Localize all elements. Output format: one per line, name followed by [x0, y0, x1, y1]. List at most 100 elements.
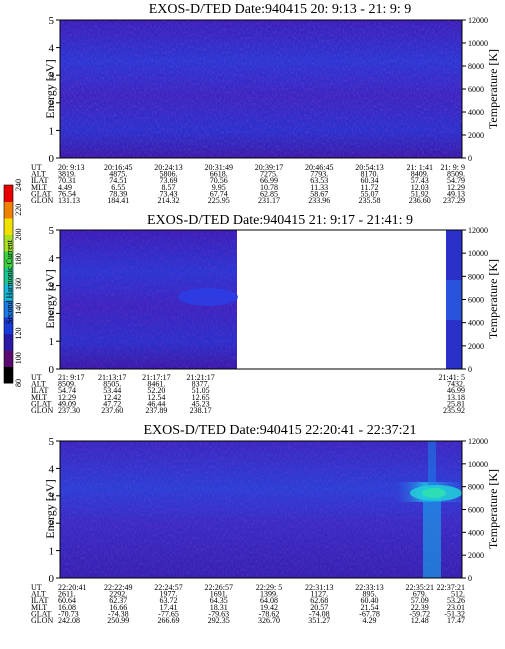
orbit-table-cell: 21:41: 5	[439, 373, 465, 382]
y2-tick-label: 2000	[468, 131, 484, 140]
orbit-row-label: UT	[31, 583, 42, 592]
colorbar-segment	[4, 234, 13, 252]
orbit-table-cell: 49.09	[58, 399, 76, 408]
colorbar-segment	[4, 201, 13, 219]
orbit-table-cell: 23.01	[447, 603, 465, 612]
orbit-table-cell: 225.95	[208, 196, 230, 205]
orbit-table-cell: 70.31	[58, 176, 76, 185]
colorbar: 80 100 120 140 160 180 200 220 240 Second Harmon…	[3, 179, 23, 387]
y-tick-label: 2	[49, 518, 55, 530]
orbit-row-label: ILAT	[31, 176, 48, 185]
colorbar-segment	[4, 366, 13, 384]
orbit-table-cell: 20:54:13	[355, 163, 383, 172]
orbit-table-cell: -78.62	[259, 609, 280, 618]
y-tick-label: 3	[49, 70, 55, 82]
y2-tick-label: 10000	[468, 249, 488, 258]
orbit-table: UTALTILATMLTGLATGLON22:20:412611.60.6416…	[31, 583, 465, 625]
orbit-row-label: MLT	[31, 393, 47, 402]
orbit-table-cell: 60.40	[361, 596, 379, 605]
y2-axis-label: Temperature [K]	[486, 469, 500, 549]
y2-tick-label: 12000	[468, 437, 488, 446]
orbit-table-cell: 53.44	[103, 386, 121, 395]
orbit-table-cell: 8170.	[361, 170, 379, 179]
colorbar-segment	[4, 333, 13, 351]
orbit-table-cell: 53.26	[447, 596, 465, 605]
y-tick-label: 1	[49, 546, 55, 558]
orbit-table-cell: 237.89	[145, 406, 167, 415]
orbit-table-cell: 1691.	[210, 590, 228, 599]
orbit-table-cell: 76.54	[58, 189, 76, 198]
orbit-table-cell: 13.18	[447, 393, 465, 402]
orbit-table-cell: 25.81	[447, 399, 465, 408]
orbit-table-cell: 51.92	[411, 189, 429, 198]
y2-tick-label: 6000	[468, 296, 484, 305]
orbit-table-cell: -70.73	[58, 609, 79, 618]
orbit-table-cell: -74.38	[108, 609, 129, 618]
panel-title: EXOS-D/TED Date:940415 22:20:41 - 22:37:…	[144, 423, 417, 438]
orbit-table-cell: 11.33	[310, 183, 328, 192]
y2-tick-label: 2000	[468, 342, 484, 351]
orbit-table-cell: -77.65	[158, 609, 179, 618]
orbit-table-cell: 62.85	[260, 189, 278, 198]
colorbar-segment	[4, 251, 13, 268]
orbit-table-cell: 22:20:41	[58, 583, 86, 592]
orbit-table-cell: -79.63	[208, 609, 229, 618]
orbit-table-cell: 57.43	[411, 176, 429, 185]
orbit-table-cell: 238.17	[190, 406, 212, 415]
orbit-table-cell: 12.65	[192, 393, 210, 402]
y2-tick-label: 4000	[468, 528, 484, 537]
orbit-table-cell: 54.74	[58, 386, 76, 395]
orbit-table-cell: 17.47	[447, 616, 465, 625]
temperature-axis: 0 2000 4000 6000 8000 10000 12000	[462, 226, 488, 374]
panel-3: EXOS-D/TED Date:940415 22:20:41 - 22:37:…	[31, 423, 500, 625]
orbit-table-cell: 22:37:21	[437, 583, 465, 592]
orbit-row-label: MLT	[31, 603, 47, 612]
y-axis-label: Energy [eV]	[43, 479, 57, 538]
orbit-table-cell: 21.54	[361, 603, 379, 612]
orbit-table-cell: 2611.	[58, 590, 76, 599]
y2-tick-label: 4000	[468, 108, 484, 117]
y2-tick-label: 0	[468, 365, 472, 374]
orbit-table-cell: 9.95	[212, 183, 226, 192]
orbit-table-cell: 51.05	[192, 386, 210, 395]
orbit-table-cell: 242.08	[58, 616, 80, 625]
orbit-table-cell: 55.07	[361, 189, 379, 198]
orbit-row-label: GLAT	[31, 609, 52, 618]
orbit-table-cell: 235.58	[359, 196, 381, 205]
orbit-table-cell: 45.23	[192, 399, 210, 408]
y-tick-label: 2	[49, 98, 55, 110]
plot-area	[59, 229, 463, 370]
orbit-table-cell: 73.69	[160, 176, 178, 185]
orbit-table-cell: 21:21:17	[186, 373, 214, 382]
orbit-row-label: ALT	[31, 590, 46, 599]
orbit-table-cell: 73.43	[160, 189, 178, 198]
orbit-row-label: UT	[31, 373, 42, 382]
y2-tick-label: 0	[468, 154, 472, 163]
y-tick-label: 1	[49, 125, 55, 137]
plot-area	[59, 19, 463, 159]
orbit-table-cell: 292.35	[208, 616, 230, 625]
orbit-row-label: ILAT	[31, 386, 48, 395]
orbit-table-cell: 4.29	[363, 616, 377, 625]
colorbar-segment	[4, 185, 13, 202]
orbit-table-cell: 16.66	[109, 603, 127, 612]
y-tick-label: 1	[49, 336, 55, 348]
orbit-table-cell: 351.27	[308, 616, 330, 625]
orbit-table-cell: 64.35	[210, 596, 228, 605]
plot-area	[59, 440, 463, 579]
colorbar-segment	[4, 317, 13, 334]
orbit-table-cell: -74.08	[309, 609, 330, 618]
y-tick-label: 4	[49, 463, 55, 475]
orbit-table-cell: 8509.	[447, 170, 465, 179]
orbit-table-cell: 20: 9:13	[58, 163, 84, 172]
y2-tick-label: 2000	[468, 551, 484, 560]
colorbar-segment	[4, 218, 13, 235]
orbit-table-cell: 231.17	[258, 196, 280, 205]
orbit-table-cell: 16.08	[58, 603, 76, 612]
y2-tick-label: 4000	[468, 319, 484, 328]
orbit-row-label: ILAT	[31, 596, 48, 605]
orbit-table-cell: 18.31	[210, 603, 228, 612]
orbit-row-label: GLON	[31, 196, 53, 205]
y2-tick-label: 12000	[468, 226, 488, 235]
